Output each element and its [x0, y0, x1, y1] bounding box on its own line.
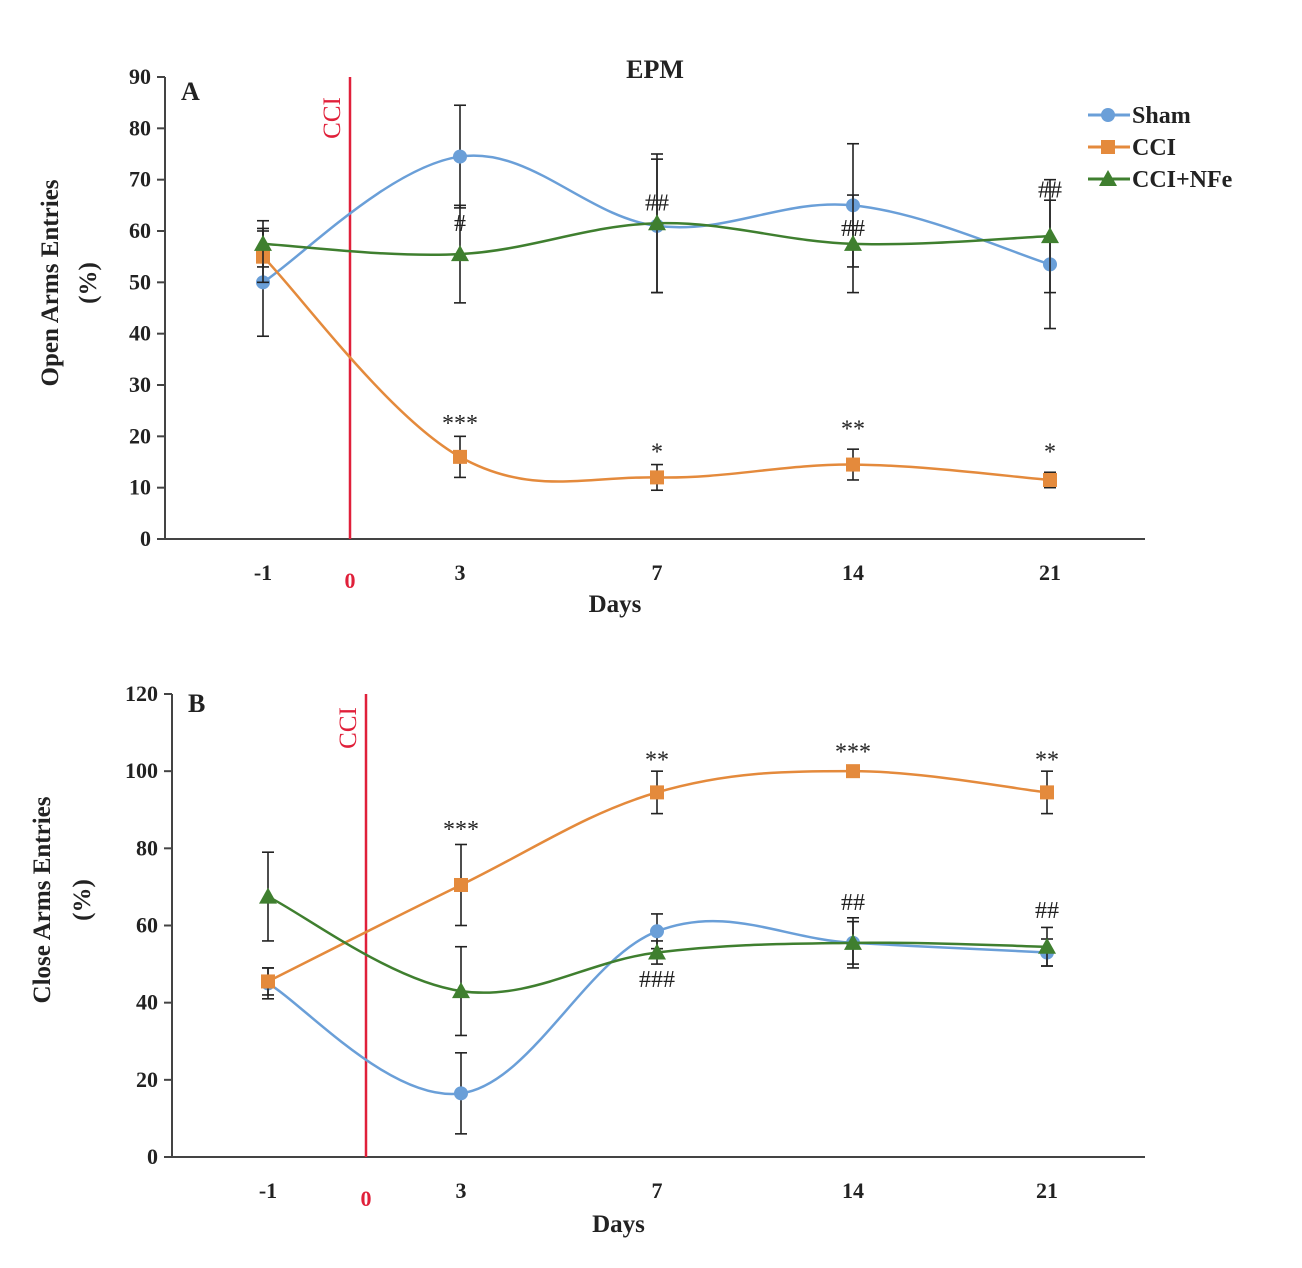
y-tick-label: 80: [136, 835, 158, 860]
data-point: [648, 943, 666, 960]
data-point: [846, 764, 860, 779]
y-tick-label: 40: [136, 990, 158, 1015]
cci-event-label: CCI: [319, 97, 346, 139]
y-tick-label: 100: [125, 758, 158, 783]
x-tick-label: 3: [455, 560, 466, 585]
event-tick-label: 0: [345, 568, 356, 593]
significance-label: *: [1044, 439, 1056, 465]
cci-event-label: CCI: [335, 707, 362, 749]
y-tick-label: 60: [136, 913, 158, 938]
legend-label: Sham: [1132, 103, 1191, 129]
panel-a-open-arms-chart: 0 10 20 30 40 50 60 70 80 90 -1 0 3 7 14 21 Days Open Arm…: [37, 64, 1145, 618]
significance-label: ##: [841, 216, 865, 242]
x-tick-label: 21: [1039, 560, 1061, 585]
data-point: [650, 785, 664, 800]
data-point: [452, 982, 470, 999]
y-axis-title: Open Arms Entries: [37, 179, 64, 386]
significance-label: **: [645, 747, 669, 773]
data-point: [846, 457, 860, 472]
y-axis-unit: (%): [69, 879, 96, 921]
y-tick-label: 0: [147, 1144, 158, 1169]
y-tick-label: 60: [129, 218, 151, 243]
y-tick-label: 120: [125, 681, 158, 706]
y-tick-label: 10: [129, 475, 151, 500]
legend-marker: [1099, 170, 1117, 186]
event-tick-label: 0: [361, 1186, 372, 1211]
significance-label: ##: [1035, 898, 1059, 924]
y-axis-title: Close Arms Entries: [29, 796, 56, 1003]
x-tick-label: -1: [254, 560, 272, 585]
x-axis-title: Days: [589, 591, 642, 618]
series-cci-nfe: [259, 851, 1056, 1037]
legend-marker: [1101, 108, 1115, 122]
data-point: [451, 245, 469, 262]
significance-label: ***: [442, 411, 478, 437]
significance-label: ##: [645, 190, 669, 216]
x-tick-label: 21: [1036, 1178, 1058, 1203]
y-tick-label: 40: [129, 321, 151, 346]
legend: Sham CCI CCI+NFe: [1088, 103, 1233, 193]
data-point: [254, 234, 272, 251]
data-point: [650, 924, 664, 939]
y-tick-label: 30: [129, 372, 151, 397]
data-point: [1040, 785, 1054, 800]
significance-label: ***: [443, 817, 479, 843]
data-point: [1041, 227, 1059, 244]
series-cci: [261, 764, 1054, 996]
x-tick-label: 14: [842, 1178, 864, 1203]
legend-label: CCI: [1132, 135, 1176, 161]
figure-title: EPM: [626, 55, 684, 84]
x-tick-label: 14: [842, 560, 864, 585]
data-point: [261, 974, 275, 989]
legend-marker: [1101, 140, 1115, 154]
x-tick-label: 3: [456, 1178, 467, 1203]
data-point: [1043, 472, 1057, 487]
significance-label: *: [651, 439, 663, 465]
y-tick-label: 70: [129, 167, 151, 192]
data-point: [844, 234, 862, 251]
x-tick-label: 7: [652, 560, 663, 585]
significance-label: ###: [639, 967, 675, 993]
y-tick-label: 80: [129, 115, 151, 140]
x-tick-label: 7: [652, 1178, 663, 1203]
y-tick-label: 90: [129, 64, 151, 89]
data-point: [650, 470, 664, 485]
panel-letter: B: [188, 689, 205, 718]
significance-label: ##: [841, 890, 865, 916]
data-point: [453, 149, 467, 164]
x-tick-label: -1: [259, 1178, 277, 1203]
series-cci-nfe: [254, 153, 1059, 304]
data-point: [259, 887, 277, 904]
data-point: [648, 214, 666, 231]
data-point: [454, 1086, 468, 1101]
x-axis-title: Days: [592, 1211, 645, 1238]
panel-b-close-arms-chart: 0 20 40 60 80 100 120 -1 0 3 7 14 21 Days Close Arms E…: [29, 681, 1145, 1238]
panel-letter: A: [181, 77, 200, 106]
y-tick-label: 50: [129, 269, 151, 294]
series-line: [267, 919, 1048, 1096]
data-point: [453, 449, 467, 464]
data-point: [1038, 937, 1056, 954]
significance-label: **: [841, 416, 865, 442]
y-axis-unit: (%): [75, 262, 102, 304]
y-tick-label: 0: [140, 526, 151, 551]
significance-label: **: [1035, 747, 1059, 773]
y-tick-label: 20: [129, 423, 151, 448]
significance-label: ##: [1038, 178, 1062, 204]
y-tick-label: 20: [136, 1067, 158, 1092]
significance-label: #: [454, 211, 466, 237]
data-point: [454, 877, 468, 892]
legend-label: CCI+NFe: [1132, 167, 1233, 193]
significance-label: ***: [835, 740, 871, 766]
data-point: [844, 933, 862, 950]
